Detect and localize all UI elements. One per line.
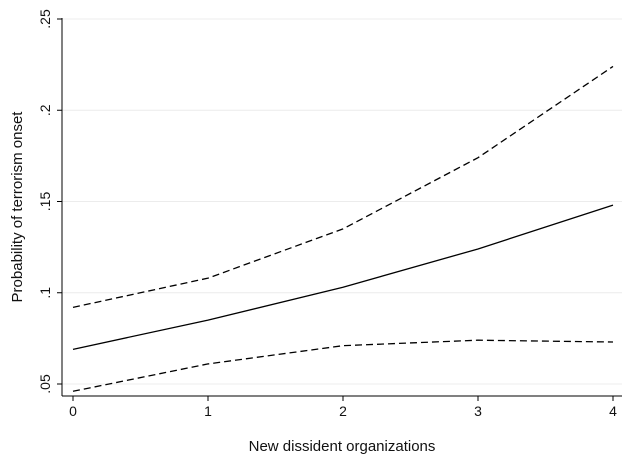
estimate-line [72, 204, 614, 350]
y-axis-title: Probability of terrorism onset [9, 111, 26, 303]
y-tick-label: .1 [37, 287, 53, 299]
y-tick-label: .2 [37, 104, 53, 116]
x-tick-label: 3 [474, 403, 482, 419]
grid [62, 18, 622, 385]
x-axis-title: New dissident organizations [249, 438, 436, 454]
series-layer [72, 65, 614, 392]
y-axis-ticks: .05 .1 .15 .2 .25 [37, 9, 62, 394]
x-tick-label: 2 [339, 403, 347, 419]
upper-confidence-line [72, 65, 614, 308]
lower-confidence-line [72, 339, 614, 392]
y-tick-label: .05 [37, 374, 53, 394]
y-tick-label: .15 [37, 192, 53, 212]
x-axis-ticks: 0 1 2 3 4 [69, 396, 617, 419]
x-tick-label: 0 [69, 403, 77, 419]
y-tick-label: .25 [37, 9, 53, 29]
x-tick-label: 1 [204, 403, 212, 419]
x-tick-label: 4 [609, 403, 617, 419]
